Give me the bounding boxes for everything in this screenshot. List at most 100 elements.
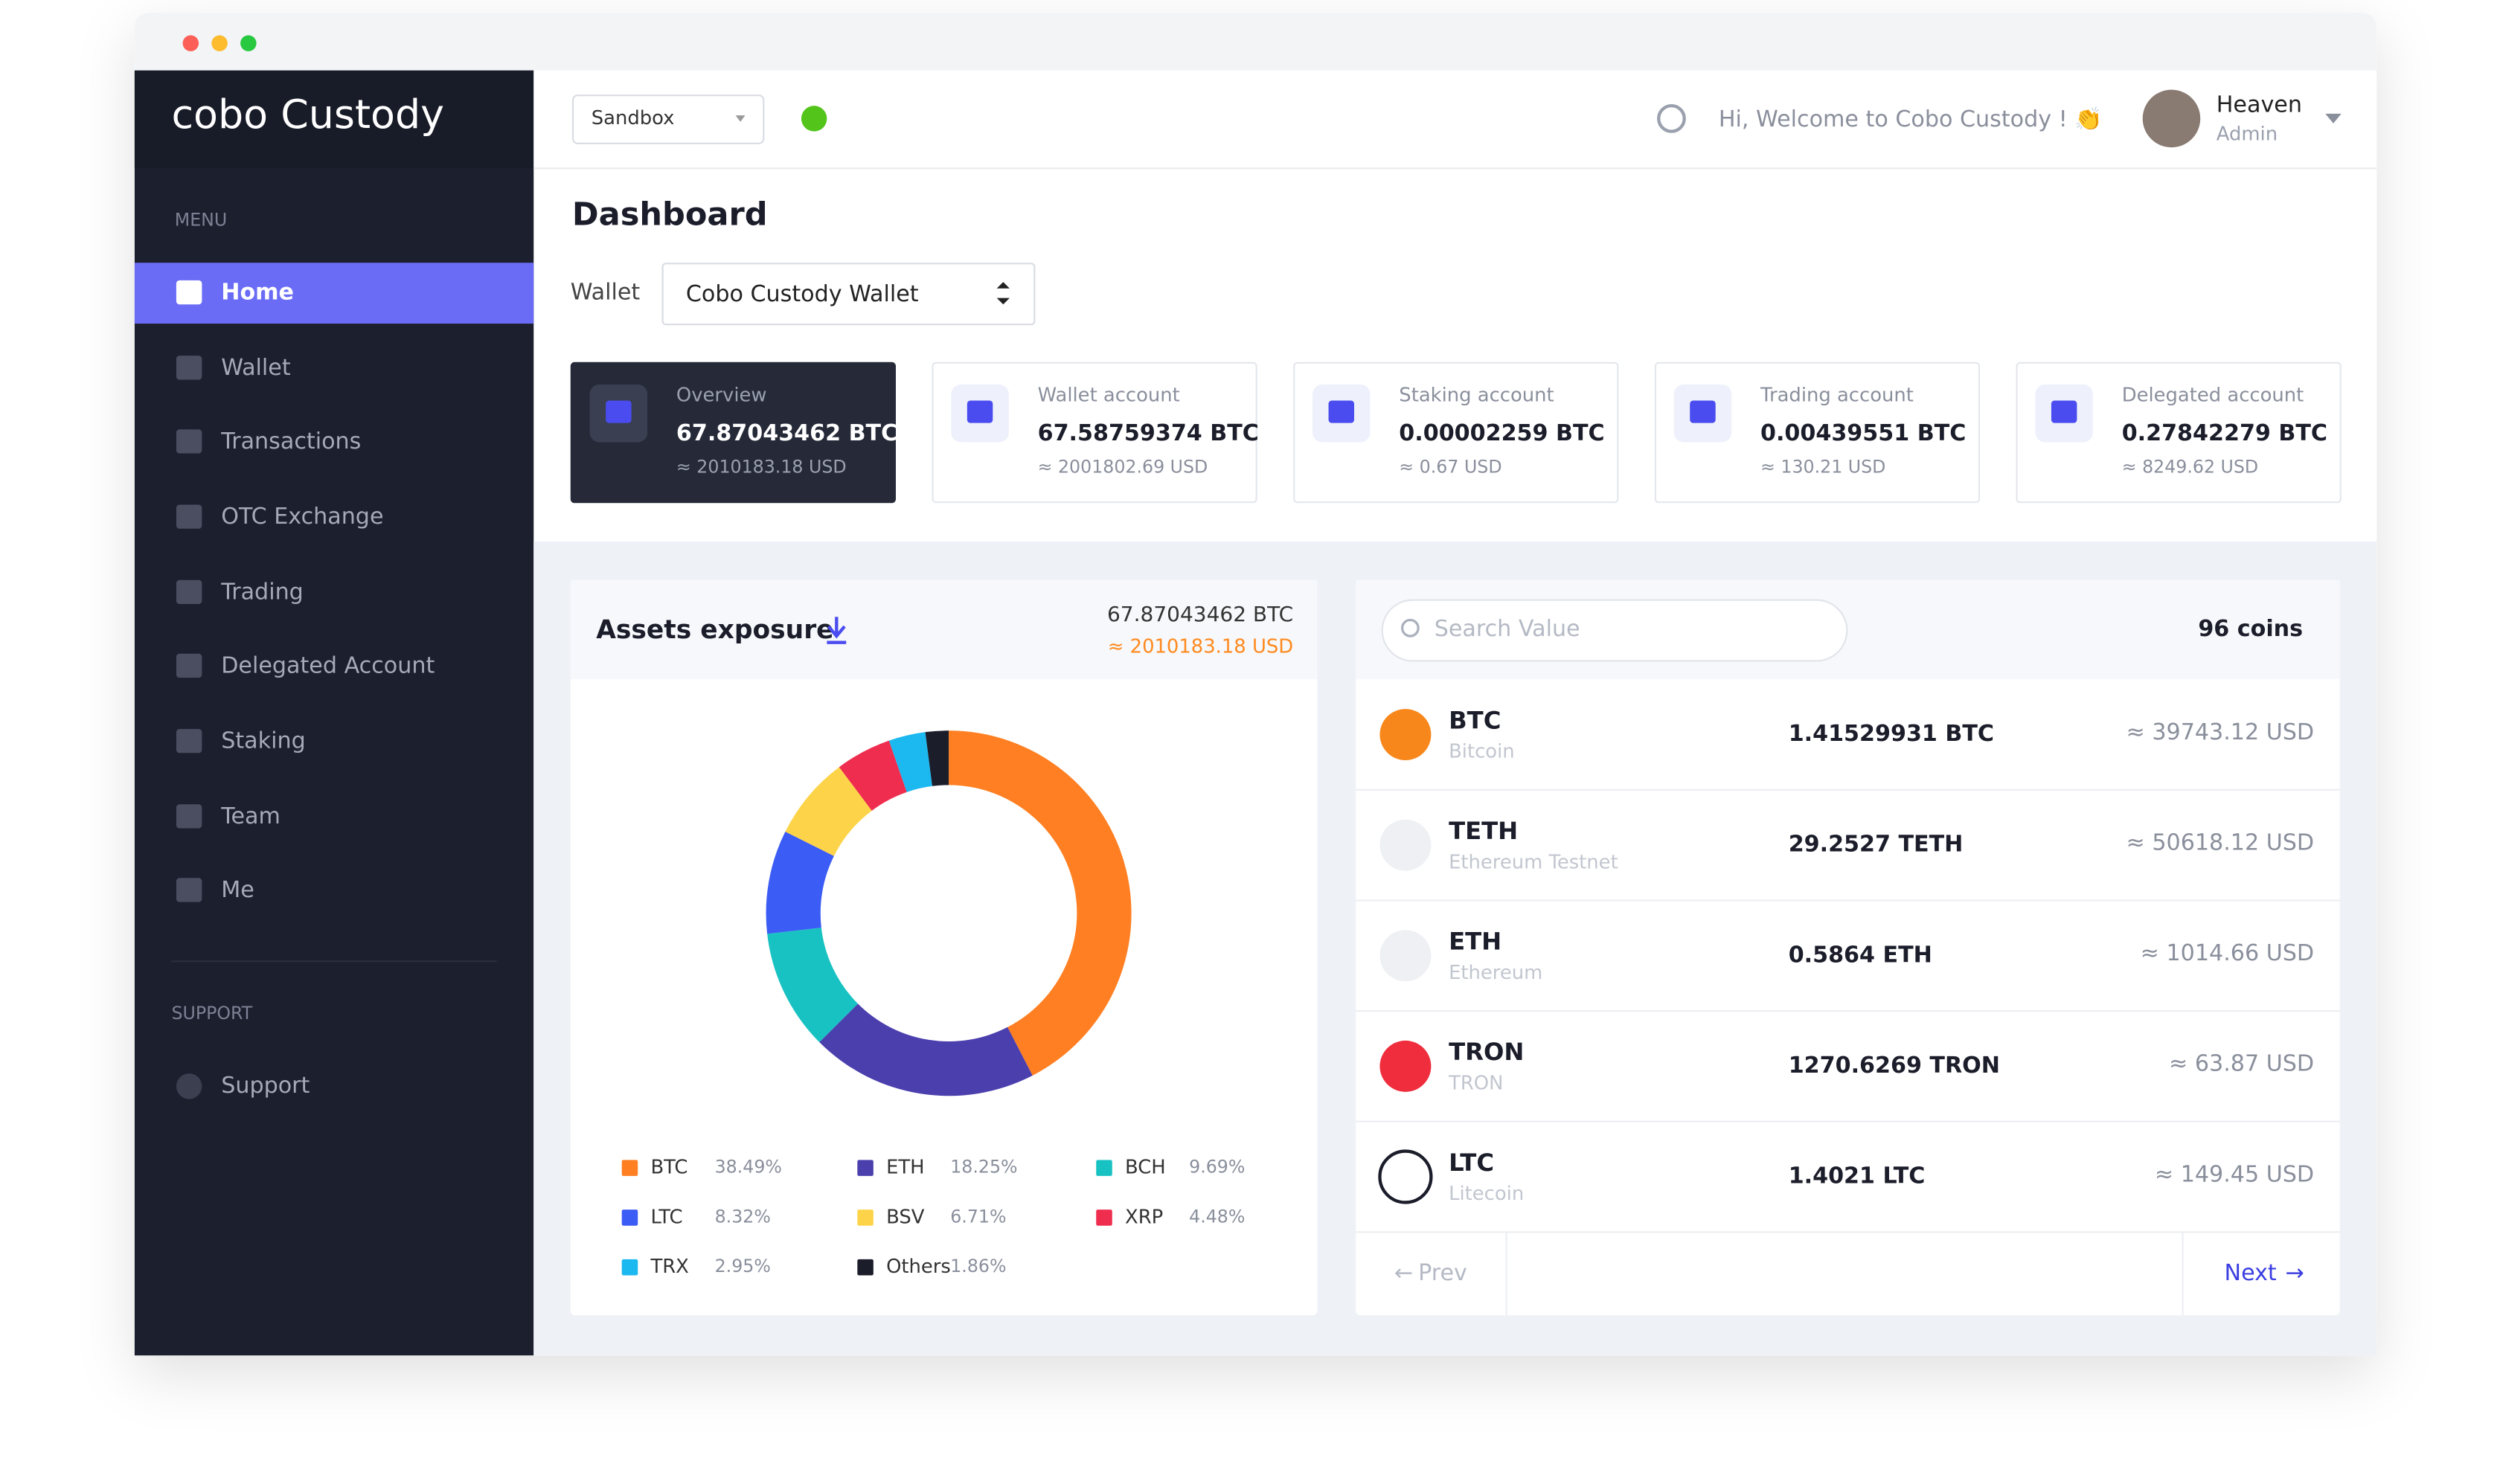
account-card[interactable] <box>2016 362 2342 504</box>
legend-swatch <box>1096 1210 1112 1226</box>
account-card[interactable] <box>932 362 1257 504</box>
download-icon[interactable] <box>827 617 847 644</box>
account-btc: 67.87043462 BTC <box>676 420 897 446</box>
caret <box>735 115 746 122</box>
coin-symbol: LTC <box>1449 1149 1494 1177</box>
coin-symbol: BTC <box>1449 706 1501 734</box>
coin-name: Ethereum <box>1449 962 1542 984</box>
menu-item[interactable]: OTC Exchange <box>221 504 383 530</box>
support-link[interactable]: Support <box>221 1073 310 1099</box>
menu-item[interactable]: Wallet <box>221 355 291 381</box>
menu-icon <box>176 878 202 902</box>
env-select[interactable] <box>571 94 765 144</box>
account-btc: 0.00002259 BTC <box>1399 420 1604 446</box>
menu-icon <box>176 653 202 678</box>
account-icon-glyph <box>1328 400 1354 423</box>
chart-total-usd: ≈ 2010183.18 USD <box>1108 636 1293 658</box>
donut-slice <box>949 730 1132 1076</box>
account-card[interactable] <box>570 362 896 504</box>
refresh-icon[interactable] <box>1657 104 1686 133</box>
legend-label: BSV <box>886 1206 925 1228</box>
window-dot <box>240 35 257 51</box>
wallet-select[interactable] <box>661 263 1036 326</box>
coin-usd: ≈ 39743.12 USD <box>2126 719 2315 745</box>
legend-value: 38.49% <box>715 1157 782 1178</box>
legend-swatch <box>857 1210 874 1226</box>
account-usd: ≈ 0.67 USD <box>1399 456 1501 477</box>
legend-value: 1.86% <box>950 1256 1006 1276</box>
account-card[interactable] <box>1293 362 1619 504</box>
menu-icon <box>176 804 202 829</box>
account-btc: 0.00439551 BTC <box>1760 420 1966 446</box>
donut-slice <box>839 740 907 811</box>
account-usd: ≈ 2010183.18 USD <box>676 456 847 477</box>
menu-icon <box>176 280 202 305</box>
assets-panel <box>570 579 1318 1316</box>
window-dot <box>182 35 199 51</box>
legend-label: LTC <box>650 1206 682 1228</box>
coin-amount: 0.5864 ETH <box>1789 942 1932 968</box>
menu-item[interactable]: Home <box>221 280 294 306</box>
page-title: Dashboard <box>572 196 768 233</box>
user-role: Admin <box>2217 123 2278 145</box>
coin-name: Ethereum Testnet <box>1449 851 1618 873</box>
legend-label: ETH <box>886 1157 925 1179</box>
prev-arrow: ← <box>1394 1260 1413 1286</box>
coin-symbol: TRON <box>1449 1038 1524 1066</box>
top-bar <box>533 70 2377 169</box>
legend-swatch <box>621 1259 638 1276</box>
coin-amount: 1.41529931 BTC <box>1789 721 1994 747</box>
donut-slice <box>888 732 932 792</box>
coin-count: 96 coins <box>2198 616 2303 642</box>
title-bar <box>134 13 2377 71</box>
menu-item[interactable]: Me <box>221 877 254 903</box>
legend-value: 4.48% <box>1189 1206 1245 1227</box>
account-btc: 0.27842279 BTC <box>2122 420 2327 446</box>
menu-icon <box>176 429 202 454</box>
search-box[interactable] <box>1381 599 1848 662</box>
coin-icon <box>1379 1040 1432 1092</box>
wallet-label: Wallet <box>571 280 641 306</box>
info-icon[interactable] <box>801 106 827 132</box>
account-label: Overview <box>676 385 767 407</box>
legend-value: 8.32% <box>715 1206 771 1227</box>
menu-item[interactable]: Team <box>220 803 281 829</box>
account-icon-glyph <box>606 400 632 423</box>
next-button[interactable]: Next <box>2225 1260 2277 1286</box>
coin-amount: 1270.6269 TRON <box>1789 1053 2000 1079</box>
menu-icon <box>176 504 202 529</box>
donut-slice <box>767 928 859 1043</box>
avatar[interactable] <box>2142 89 2201 148</box>
menu-item[interactable]: Trading <box>220 579 304 605</box>
account-card[interactable] <box>1654 362 1981 504</box>
legend-value: 18.25% <box>950 1157 1017 1178</box>
coin-usd: ≈ 50618.12 USD <box>2126 830 2315 856</box>
donut-slice <box>819 1003 1033 1096</box>
search-icon <box>1400 618 1420 637</box>
legend-label: XRP <box>1125 1206 1163 1228</box>
menu-item[interactable]: Delegated Account <box>221 653 435 679</box>
search-placeholder: Search Value <box>1435 616 1580 642</box>
coin-name: TRON <box>1448 1073 1503 1095</box>
next-arrow: → <box>2285 1260 2304 1286</box>
user-caret[interactable] <box>2325 113 2342 123</box>
account-label: Wallet account <box>1038 385 1180 407</box>
donut-slice <box>766 832 834 934</box>
donut-slice <box>785 767 872 856</box>
donut-slice <box>925 730 949 786</box>
prev-button[interactable]: Prev <box>1418 1260 1467 1286</box>
legend-swatch <box>1096 1160 1112 1176</box>
legend-swatch <box>621 1160 638 1176</box>
wallet-value: Cobo Custody Wallet <box>686 281 919 307</box>
account-usd: ≈ 8249.62 USD <box>2122 456 2258 477</box>
select-arrows <box>996 282 1010 305</box>
account-btc: 67.58759374 BTC <box>1038 420 1259 446</box>
account-icon-glyph <box>967 400 993 423</box>
coins-panel <box>1356 579 2340 1316</box>
chart-total: 67.87043462 BTC <box>1107 602 1293 626</box>
menu-item[interactable]: Transactions <box>220 428 361 454</box>
menu-item[interactable]: Staking <box>221 728 305 754</box>
support-heading: SUPPORT <box>171 1003 252 1024</box>
